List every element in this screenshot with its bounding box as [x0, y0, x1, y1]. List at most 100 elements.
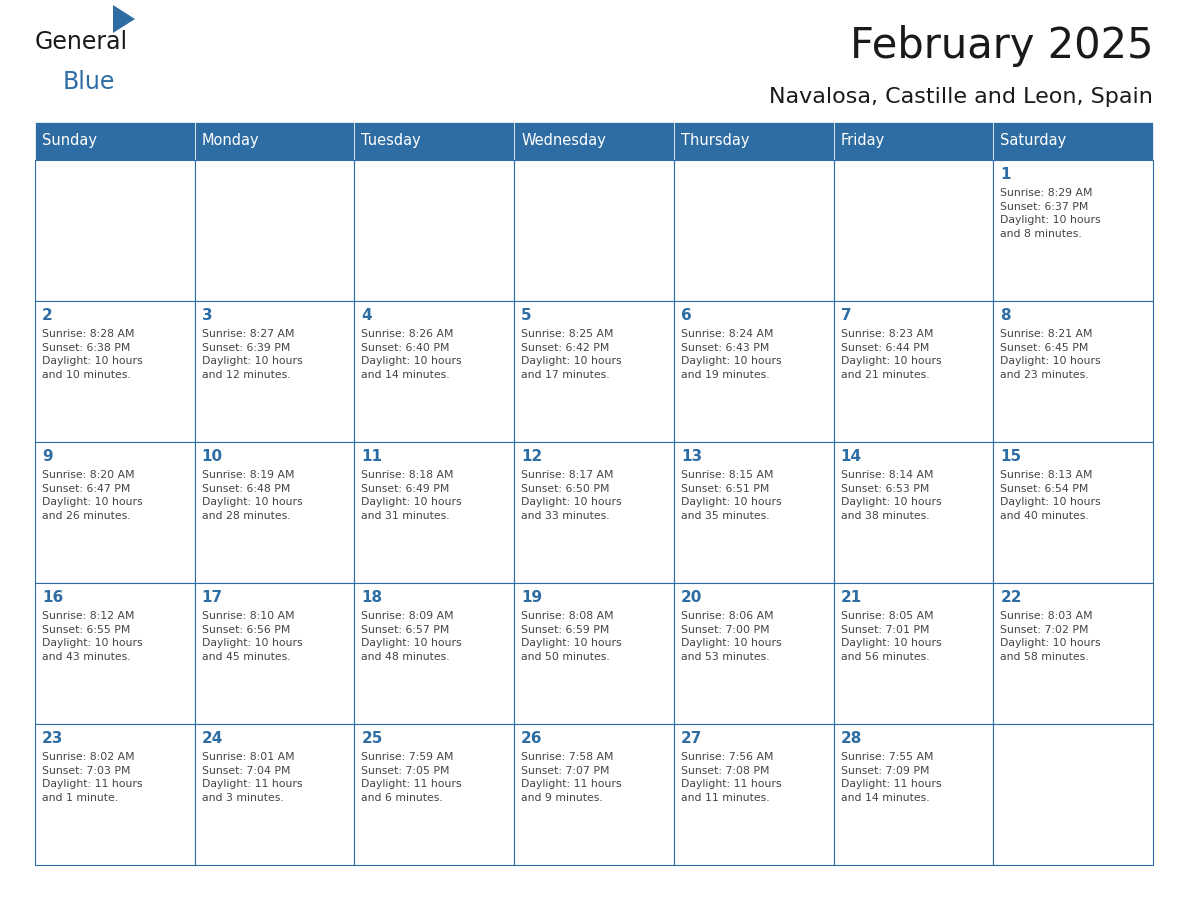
Text: 19: 19: [522, 590, 542, 605]
Bar: [195, 724, 354, 865]
Text: Sunrise: 8:18 AM
Sunset: 6:49 PM
Daylight: 10 hours
and 31 minutes.: Sunrise: 8:18 AM Sunset: 6:49 PM Dayligh…: [361, 470, 462, 521]
Text: 18: 18: [361, 590, 383, 605]
Text: 1: 1: [1000, 167, 1011, 182]
Bar: [674, 160, 834, 301]
Bar: [354, 122, 514, 160]
Bar: [834, 301, 993, 442]
Bar: [674, 442, 834, 583]
Text: 15: 15: [1000, 449, 1022, 464]
Text: Sunrise: 8:24 AM
Sunset: 6:43 PM
Daylight: 10 hours
and 19 minutes.: Sunrise: 8:24 AM Sunset: 6:43 PM Dayligh…: [681, 329, 782, 380]
Text: Sunrise: 8:29 AM
Sunset: 6:37 PM
Daylight: 10 hours
and 8 minutes.: Sunrise: 8:29 AM Sunset: 6:37 PM Dayligh…: [1000, 188, 1101, 239]
Text: Saturday: Saturday: [1000, 133, 1067, 149]
Text: 14: 14: [841, 449, 861, 464]
Bar: [993, 122, 1154, 160]
Text: Sunrise: 7:59 AM
Sunset: 7:05 PM
Daylight: 11 hours
and 6 minutes.: Sunrise: 7:59 AM Sunset: 7:05 PM Dayligh…: [361, 752, 462, 803]
Bar: [993, 583, 1154, 724]
Text: Sunrise: 7:56 AM
Sunset: 7:08 PM
Daylight: 11 hours
and 11 minutes.: Sunrise: 7:56 AM Sunset: 7:08 PM Dayligh…: [681, 752, 782, 803]
Text: February 2025: February 2025: [849, 25, 1154, 67]
Text: Sunrise: 8:12 AM
Sunset: 6:55 PM
Daylight: 10 hours
and 43 minutes.: Sunrise: 8:12 AM Sunset: 6:55 PM Dayligh…: [42, 611, 143, 662]
Bar: [195, 160, 354, 301]
Bar: [34, 724, 195, 865]
Bar: [354, 301, 514, 442]
Text: 2: 2: [42, 308, 52, 323]
Bar: [34, 160, 195, 301]
Text: 11: 11: [361, 449, 383, 464]
Text: Blue: Blue: [63, 70, 115, 94]
Bar: [993, 724, 1154, 865]
Bar: [834, 442, 993, 583]
Text: 27: 27: [681, 731, 702, 746]
Bar: [834, 160, 993, 301]
Text: Sunrise: 8:23 AM
Sunset: 6:44 PM
Daylight: 10 hours
and 21 minutes.: Sunrise: 8:23 AM Sunset: 6:44 PM Dayligh…: [841, 329, 941, 380]
Bar: [514, 583, 674, 724]
Text: 3: 3: [202, 308, 213, 323]
Text: Sunrise: 8:21 AM
Sunset: 6:45 PM
Daylight: 10 hours
and 23 minutes.: Sunrise: 8:21 AM Sunset: 6:45 PM Dayligh…: [1000, 329, 1101, 380]
Bar: [674, 122, 834, 160]
Bar: [514, 724, 674, 865]
Bar: [354, 442, 514, 583]
Text: 13: 13: [681, 449, 702, 464]
Text: 9: 9: [42, 449, 52, 464]
Bar: [514, 160, 674, 301]
Text: 25: 25: [361, 731, 383, 746]
Bar: [354, 724, 514, 865]
Text: Thursday: Thursday: [681, 133, 750, 149]
Text: Sunrise: 8:25 AM
Sunset: 6:42 PM
Daylight: 10 hours
and 17 minutes.: Sunrise: 8:25 AM Sunset: 6:42 PM Dayligh…: [522, 329, 621, 380]
Bar: [674, 724, 834, 865]
Bar: [34, 122, 195, 160]
Text: 23: 23: [42, 731, 63, 746]
Text: 12: 12: [522, 449, 543, 464]
Text: 17: 17: [202, 590, 223, 605]
Bar: [34, 583, 195, 724]
Text: Sunrise: 7:55 AM
Sunset: 7:09 PM
Daylight: 11 hours
and 14 minutes.: Sunrise: 7:55 AM Sunset: 7:09 PM Dayligh…: [841, 752, 941, 803]
Text: Sunrise: 8:27 AM
Sunset: 6:39 PM
Daylight: 10 hours
and 12 minutes.: Sunrise: 8:27 AM Sunset: 6:39 PM Dayligh…: [202, 329, 302, 380]
Polygon shape: [113, 5, 135, 33]
Text: Tuesday: Tuesday: [361, 133, 422, 149]
Text: 16: 16: [42, 590, 63, 605]
Bar: [834, 583, 993, 724]
Text: Sunrise: 8:09 AM
Sunset: 6:57 PM
Daylight: 10 hours
and 48 minutes.: Sunrise: 8:09 AM Sunset: 6:57 PM Dayligh…: [361, 611, 462, 662]
Bar: [834, 724, 993, 865]
Text: Sunrise: 8:26 AM
Sunset: 6:40 PM
Daylight: 10 hours
and 14 minutes.: Sunrise: 8:26 AM Sunset: 6:40 PM Dayligh…: [361, 329, 462, 380]
Text: 10: 10: [202, 449, 223, 464]
Text: 28: 28: [841, 731, 862, 746]
Bar: [34, 442, 195, 583]
Text: Sunrise: 7:58 AM
Sunset: 7:07 PM
Daylight: 11 hours
and 9 minutes.: Sunrise: 7:58 AM Sunset: 7:07 PM Dayligh…: [522, 752, 621, 803]
Text: Sunrise: 8:13 AM
Sunset: 6:54 PM
Daylight: 10 hours
and 40 minutes.: Sunrise: 8:13 AM Sunset: 6:54 PM Dayligh…: [1000, 470, 1101, 521]
Text: Navalosa, Castille and Leon, Spain: Navalosa, Castille and Leon, Spain: [769, 87, 1154, 107]
Text: Monday: Monday: [202, 133, 259, 149]
Bar: [195, 122, 354, 160]
Text: Sunrise: 8:05 AM
Sunset: 7:01 PM
Daylight: 10 hours
and 56 minutes.: Sunrise: 8:05 AM Sunset: 7:01 PM Dayligh…: [841, 611, 941, 662]
Bar: [834, 122, 993, 160]
Bar: [514, 301, 674, 442]
Bar: [993, 442, 1154, 583]
Text: 26: 26: [522, 731, 543, 746]
Text: Friday: Friday: [841, 133, 885, 149]
Bar: [34, 301, 195, 442]
Text: 5: 5: [522, 308, 532, 323]
Bar: [674, 301, 834, 442]
Text: 22: 22: [1000, 590, 1022, 605]
Text: 6: 6: [681, 308, 691, 323]
Bar: [354, 160, 514, 301]
Bar: [195, 583, 354, 724]
Text: Sunrise: 8:08 AM
Sunset: 6:59 PM
Daylight: 10 hours
and 50 minutes.: Sunrise: 8:08 AM Sunset: 6:59 PM Dayligh…: [522, 611, 621, 662]
Bar: [514, 442, 674, 583]
Text: 7: 7: [841, 308, 851, 323]
Text: Sunrise: 8:20 AM
Sunset: 6:47 PM
Daylight: 10 hours
and 26 minutes.: Sunrise: 8:20 AM Sunset: 6:47 PM Dayligh…: [42, 470, 143, 521]
Text: 24: 24: [202, 731, 223, 746]
Text: 8: 8: [1000, 308, 1011, 323]
Text: Sunrise: 8:10 AM
Sunset: 6:56 PM
Daylight: 10 hours
and 45 minutes.: Sunrise: 8:10 AM Sunset: 6:56 PM Dayligh…: [202, 611, 302, 662]
Text: 21: 21: [841, 590, 861, 605]
Text: Sunrise: 8:28 AM
Sunset: 6:38 PM
Daylight: 10 hours
and 10 minutes.: Sunrise: 8:28 AM Sunset: 6:38 PM Dayligh…: [42, 329, 143, 380]
Text: Sunrise: 8:15 AM
Sunset: 6:51 PM
Daylight: 10 hours
and 35 minutes.: Sunrise: 8:15 AM Sunset: 6:51 PM Dayligh…: [681, 470, 782, 521]
Text: Sunrise: 8:02 AM
Sunset: 7:03 PM
Daylight: 11 hours
and 1 minute.: Sunrise: 8:02 AM Sunset: 7:03 PM Dayligh…: [42, 752, 143, 803]
Bar: [993, 301, 1154, 442]
Text: Sunrise: 8:19 AM
Sunset: 6:48 PM
Daylight: 10 hours
and 28 minutes.: Sunrise: 8:19 AM Sunset: 6:48 PM Dayligh…: [202, 470, 302, 521]
Bar: [195, 301, 354, 442]
Bar: [514, 122, 674, 160]
Text: Sunrise: 8:03 AM
Sunset: 7:02 PM
Daylight: 10 hours
and 58 minutes.: Sunrise: 8:03 AM Sunset: 7:02 PM Dayligh…: [1000, 611, 1101, 662]
Bar: [993, 160, 1154, 301]
Text: 4: 4: [361, 308, 372, 323]
Bar: [195, 442, 354, 583]
